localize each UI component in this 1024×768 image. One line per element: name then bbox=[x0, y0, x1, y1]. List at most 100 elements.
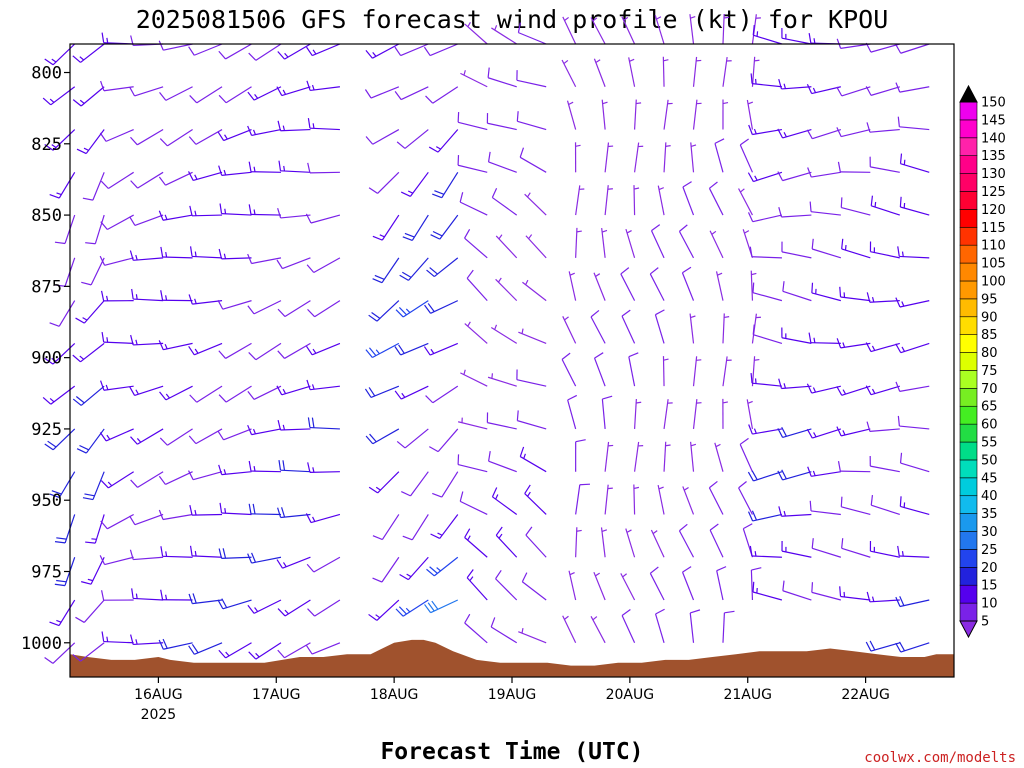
barb-staff bbox=[870, 166, 900, 173]
barb-staff bbox=[525, 235, 547, 259]
wind-barb bbox=[657, 185, 665, 216]
barb-staff bbox=[432, 86, 459, 104]
wind-barb bbox=[806, 128, 842, 140]
wind-barb bbox=[188, 294, 223, 305]
barb-half-flag bbox=[194, 348, 199, 354]
barb-flag bbox=[739, 437, 749, 445]
wind-barb bbox=[428, 428, 459, 453]
barb-staff bbox=[58, 471, 76, 498]
barb-staff bbox=[782, 128, 812, 139]
barb-flag bbox=[79, 444, 89, 451]
wind-barb bbox=[516, 410, 547, 430]
colorbar-segment bbox=[959, 101, 978, 121]
barb-half-flag bbox=[527, 491, 531, 497]
barb-flag bbox=[396, 141, 406, 149]
wind-barb bbox=[604, 484, 613, 515]
colorbar-segment bbox=[959, 352, 978, 371]
barb-half-flag bbox=[254, 93, 259, 99]
wind-barb bbox=[218, 165, 252, 176]
barb-half-flag bbox=[690, 443, 697, 447]
wind-barb bbox=[722, 99, 729, 130]
wind-barb bbox=[129, 250, 164, 261]
barb-flag bbox=[305, 213, 312, 224]
barb-flag bbox=[807, 167, 812, 178]
wind-barb bbox=[778, 378, 812, 390]
barb-half-flag bbox=[407, 190, 414, 194]
barb-half-flag bbox=[463, 70, 466, 76]
barb-staff bbox=[381, 556, 400, 583]
barb-flag bbox=[248, 204, 252, 215]
barb-staff bbox=[900, 163, 930, 173]
barb-staff bbox=[782, 290, 812, 302]
wind-barb bbox=[722, 56, 732, 87]
barb-flag bbox=[248, 161, 252, 172]
barb-staff bbox=[222, 300, 252, 310]
barb-flag bbox=[44, 58, 54, 66]
barb-flag bbox=[282, 460, 286, 471]
wind-barb bbox=[423, 342, 459, 356]
wind-barb bbox=[633, 441, 644, 472]
wind-barb bbox=[160, 546, 193, 558]
barb-staff bbox=[487, 77, 517, 88]
x-year-label: 2025 bbox=[141, 707, 177, 723]
barb-half-flag bbox=[194, 210, 197, 216]
barb-staff bbox=[133, 556, 164, 561]
barb-staff bbox=[681, 571, 695, 601]
barb-staff bbox=[103, 86, 134, 92]
barb-staff bbox=[681, 272, 695, 301]
wind-barb bbox=[840, 496, 871, 516]
barb-staff bbox=[900, 505, 930, 516]
wind-barb bbox=[307, 599, 341, 617]
wind-barb bbox=[81, 556, 105, 585]
barb-staff bbox=[869, 599, 900, 603]
barb-flag bbox=[777, 128, 784, 139]
wind-barb bbox=[307, 417, 340, 430]
barb-staff bbox=[284, 642, 311, 659]
barb-flag bbox=[189, 246, 193, 257]
barb-flag bbox=[188, 136, 197, 145]
wind-barb bbox=[752, 25, 783, 45]
wind-barb bbox=[517, 22, 547, 45]
barb-half-flag bbox=[754, 551, 757, 557]
barb-flag bbox=[192, 593, 197, 604]
wind-barb bbox=[491, 25, 518, 45]
wind-barb bbox=[682, 181, 695, 216]
barb-flag bbox=[495, 569, 502, 580]
barb-half-flag bbox=[282, 424, 286, 431]
x-axis-title: Forecast Time (UTC) bbox=[380, 739, 643, 765]
barb-half-flag bbox=[754, 59, 760, 62]
barb-staff bbox=[841, 206, 871, 216]
barb-staff bbox=[715, 271, 724, 301]
barb-staff bbox=[280, 469, 311, 473]
barb-flag bbox=[739, 138, 749, 146]
barb-staff bbox=[871, 504, 900, 516]
wind-barb bbox=[752, 324, 783, 344]
wind-barb bbox=[306, 342, 341, 356]
barb-half-flag bbox=[135, 593, 138, 599]
y-tick-label: 900 bbox=[31, 349, 62, 369]
barb-flag bbox=[101, 32, 105, 43]
barb-staff bbox=[192, 599, 223, 605]
barb-flag bbox=[247, 125, 253, 136]
barb-staff bbox=[811, 471, 841, 477]
barb-flag bbox=[368, 187, 378, 194]
barb-staff bbox=[899, 555, 930, 558]
barb-flag bbox=[430, 533, 440, 539]
colorbar-label: 145 bbox=[981, 113, 1006, 128]
wind-barb bbox=[575, 527, 582, 558]
wind-barb bbox=[372, 257, 400, 284]
barb-flag bbox=[51, 490, 62, 495]
barb-half-flag bbox=[436, 567, 441, 572]
barb-staff bbox=[567, 399, 577, 430]
barb-flag bbox=[277, 208, 282, 219]
barb-flag bbox=[748, 124, 753, 135]
barb-flag bbox=[778, 506, 783, 517]
barb-staff bbox=[678, 530, 695, 558]
wind-barb bbox=[159, 428, 193, 446]
barb-flag bbox=[394, 46, 402, 56]
barb-half-flag bbox=[87, 578, 93, 582]
wind-barb bbox=[752, 581, 783, 601]
colorbar-segment bbox=[959, 316, 978, 335]
barb-staff bbox=[400, 385, 429, 400]
wind-barb bbox=[778, 207, 812, 218]
